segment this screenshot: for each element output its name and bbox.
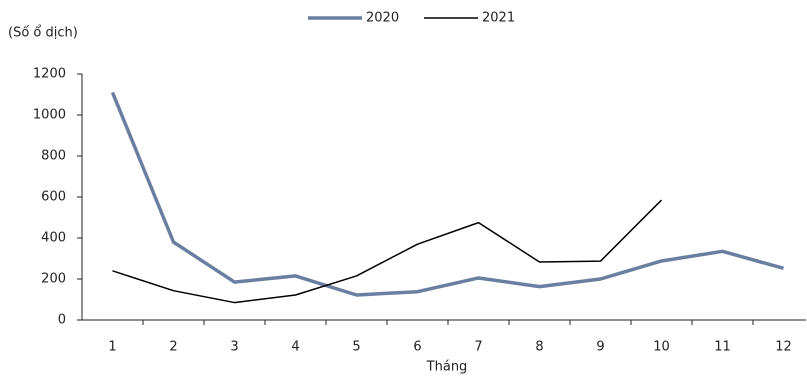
x-tick-label: 7 [474,340,482,355]
x-tick-label: 4 [291,340,299,355]
y-tick-label: 1200 [33,67,66,82]
y-tick-label: 200 [41,272,66,287]
y-tick-label: 800 [41,149,66,164]
y-tick-label: 0 [58,313,66,328]
x-tick-label: 2 [169,340,177,355]
y-tick-label: 1000 [33,108,66,123]
x-tick-label: 12 [775,340,792,355]
x-axis-label: Tháng [426,360,468,375]
legend-label: 2021 [482,11,515,26]
x-tick-label: 10 [653,340,670,355]
y-tick-label: 600 [41,190,66,205]
x-tick-label: 3 [230,340,238,355]
x-tick-label: 8 [535,340,543,355]
x-tick-label: 11 [714,340,731,355]
y-tick-label: 400 [41,231,66,246]
y-unit-label: (Số ổ dịch) [8,26,78,41]
legend-label: 2020 [366,11,399,26]
line-series [112,199,663,304]
x-tick-label: 5 [352,340,360,355]
x-tick-label: 6 [413,340,421,355]
x-tick-label: 9 [596,340,604,355]
x-tick-label: 1 [108,340,116,355]
line-series [110,91,784,297]
